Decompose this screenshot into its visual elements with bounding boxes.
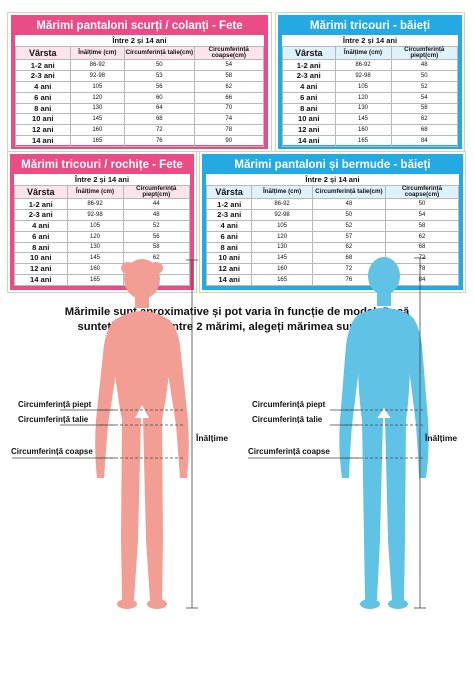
table-row: 14 ani 165 84 <box>282 134 458 147</box>
table-row: 14 ani 165 76 84 <box>205 273 460 286</box>
age-cell: 4 ani <box>205 220 253 232</box>
table-row: 2-3 ani 92-98 50 54 <box>205 209 460 221</box>
girls-tshirts-panel: Mărimi tricouri / rochițe - Fete Între 2… <box>10 154 194 290</box>
panel-title: Mărimi tricouri - băieți <box>282 19 458 35</box>
panel-frame <box>7 151 197 293</box>
value-cell: 130 <box>251 241 313 254</box>
panel-subtitle: Între 2 și 14 ani <box>342 36 398 45</box>
value-cell: 160 <box>334 124 392 136</box>
value-cell: 105 <box>66 220 124 232</box>
column-header: Înălțime (cm) <box>66 184 124 200</box>
value-cell: 165 <box>251 273 313 286</box>
table-row: 1-2 ani 86-92 44 <box>14 198 190 211</box>
column-header: Vârsta <box>15 45 71 61</box>
value-cell: 130 <box>66 241 124 254</box>
panel-frame <box>199 151 466 293</box>
girl-chest-label: Circumferință piept <box>18 400 92 409</box>
value-cell: 86-92 <box>66 198 124 211</box>
value-cell: 44 <box>122 198 190 211</box>
value-cell: 120 <box>66 230 124 243</box>
value-cell: 120 <box>251 230 313 243</box>
value-cell: 86-92 <box>251 198 313 211</box>
table-row: 12 ani 160 72 78 <box>15 124 265 136</box>
value-cell: 105 <box>251 220 313 232</box>
value-cell: 92-98 <box>66 209 124 221</box>
column-header: Circumferință talie(cm) <box>311 184 386 200</box>
girl-silhouette <box>95 259 189 609</box>
column-header: Circumferință coapse(cm) <box>193 45 265 61</box>
value-cell: 68 <box>384 241 460 254</box>
boys-tshirts-panel: Mărimi tricouri - băieți Între 2 și 14 a… <box>278 15 462 149</box>
age-cell: 8 ani <box>205 241 253 254</box>
girl-height-label: Înălțime <box>196 433 229 443</box>
value-cell: 56 <box>122 230 190 243</box>
panel-subtitle: Între 2 și 14 ani <box>112 36 167 45</box>
panel-title: Mărimi tricouri / rochițe - Fete <box>14 158 190 174</box>
table-row: 4 ani 105 52 <box>14 220 190 232</box>
girl-waist-label: Circumferință talie <box>18 415 89 424</box>
age-cell: 14 ani <box>205 273 253 286</box>
boy-hips-label: Circumferință coapse <box>248 447 330 456</box>
value-cell: 52 <box>122 220 190 232</box>
size-table: Vârsta Înălțime (cm) Circumferință piept… <box>14 184 190 286</box>
girls-shorts-panel: Mărimi pantaloni scurți / colanți - Fete… <box>11 15 268 149</box>
boy-waist-label: Circumferință talie <box>252 415 323 424</box>
value-cell: 58 <box>122 241 190 254</box>
age-cell: 2-3 ani <box>205 209 253 221</box>
table-row: 6 ani 120 57 62 <box>205 230 460 243</box>
column-header: Înălțime (cm) <box>334 45 392 61</box>
value-cell: 54 <box>384 209 460 221</box>
girl-measure-lines <box>12 259 198 609</box>
table-row: 6 ani 120 56 <box>14 230 190 243</box>
table-row: 1-2 ani 86-92 48 50 <box>205 198 460 211</box>
panel-title: Mărimi pantaloni și bermude - băieți <box>206 158 459 174</box>
table-row: 14 ani 165 76 90 <box>15 134 265 147</box>
size-table: Vârsta Înălțime (cm) Circumferință piept… <box>282 45 458 147</box>
table-row: 8 ani 130 62 68 <box>205 241 460 254</box>
table-row: 8 ani 130 58 <box>14 241 190 254</box>
boy-height-label: Înălțime <box>425 433 458 443</box>
girl-hips-label: Circumferință coapse <box>11 447 93 456</box>
value-cell: 84 <box>390 134 458 147</box>
age-cell: 6 ani <box>205 230 253 243</box>
boy-silhouette <box>339 257 429 609</box>
value-cell: 48 <box>122 209 190 221</box>
value-cell: 92-98 <box>251 209 313 221</box>
table-row: 2-3 ani 92-98 48 <box>14 209 190 221</box>
column-header: Înălțime (cm) <box>251 184 313 200</box>
boy-chest-label: Circumferință piept <box>252 400 326 409</box>
value-cell: 78 <box>193 124 265 136</box>
panel-subtitle: Între 2 și 14 ani <box>74 175 130 184</box>
table-row: 4 ani 105 52 58 <box>205 220 460 232</box>
value-cell: 90 <box>193 134 265 147</box>
value-cell: 165 <box>66 273 124 286</box>
age-cell: 1-2 ani <box>205 198 253 211</box>
column-header: Circumferință piept(cm) <box>122 184 190 200</box>
column-header: Vârsta <box>205 184 253 200</box>
column-header: Circumferință coapse(cm) <box>384 184 460 200</box>
boy-measure-lines <box>248 257 426 609</box>
column-header: Circumferință piept(cm) <box>390 45 458 61</box>
value-cell: 68 <box>390 124 458 136</box>
panel-title: Mărimi pantaloni scurți / colanți - Fete <box>15 19 264 35</box>
value-cell: 62 <box>384 230 460 243</box>
value-cell: 50 <box>384 198 460 211</box>
value-cell: 58 <box>384 220 460 232</box>
size-table: Vârsta Înălțime (cm) Circumferință talie… <box>15 45 265 147</box>
value-cell: 165 <box>334 134 392 147</box>
column-header: Vârsta <box>14 184 68 200</box>
panel-subtitle: Între 2 și 14 ani <box>305 175 360 184</box>
